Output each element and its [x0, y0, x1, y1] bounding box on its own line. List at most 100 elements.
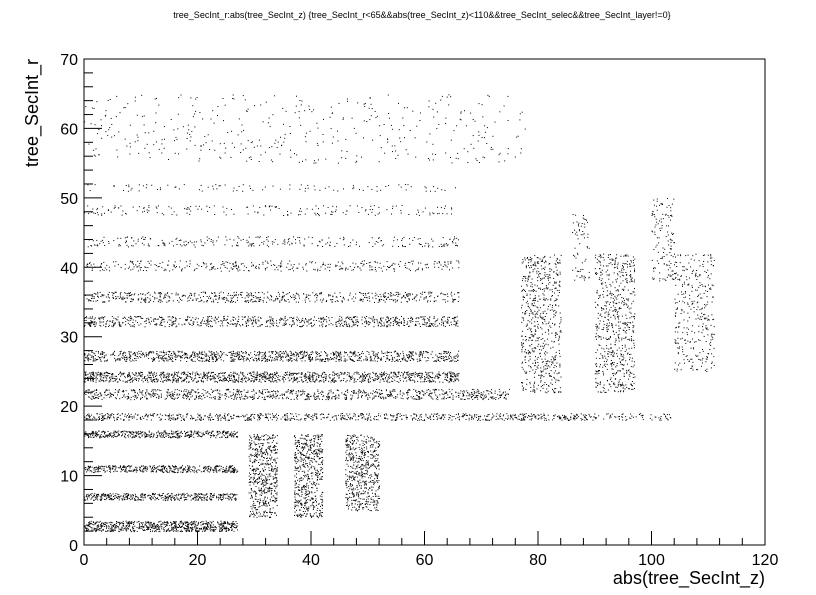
data-point — [144, 523, 146, 525]
data-point — [208, 393, 210, 395]
data-point — [383, 397, 385, 399]
data-point — [499, 394, 501, 396]
data-point — [152, 494, 154, 496]
data-point — [109, 392, 111, 394]
data-point — [149, 465, 151, 467]
data-point — [202, 389, 204, 391]
data-point — [474, 414, 476, 416]
data-point — [175, 436, 177, 438]
data-point — [237, 381, 239, 383]
data-point — [476, 392, 478, 394]
data-point — [179, 437, 181, 439]
data-point — [234, 468, 236, 470]
data-point — [246, 419, 248, 421]
data-point — [457, 395, 459, 396]
data-point — [165, 531, 167, 533]
data-point — [144, 524, 146, 526]
data-point — [367, 379, 369, 381]
data-point — [203, 374, 205, 376]
data-point — [184, 499, 185, 501]
data-point — [111, 378, 113, 380]
data-point — [195, 525, 197, 527]
data-point — [331, 374, 333, 376]
data-point — [250, 373, 252, 375]
data-point — [454, 374, 456, 376]
data-point — [437, 399, 439, 401]
data-point — [246, 414, 248, 416]
data-point — [314, 413, 316, 415]
data-point — [435, 388, 437, 390]
data-point — [152, 467, 153, 468]
data-point — [89, 524, 90, 526]
data-point — [260, 414, 262, 416]
data-point — [212, 529, 214, 531]
data-point — [104, 432, 106, 434]
data-point — [471, 393, 473, 395]
data-point — [361, 381, 362, 383]
data-point — [134, 468, 136, 470]
data-point — [564, 415, 566, 417]
data-point — [609, 417, 611, 419]
data-point — [200, 524, 202, 526]
data-point — [213, 471, 215, 473]
data-point — [123, 436, 125, 438]
data-point — [154, 381, 156, 383]
data-point — [110, 523, 112, 525]
data-point — [185, 374, 187, 376]
data-point — [107, 431, 109, 432]
data-point — [399, 391, 401, 393]
data-point — [171, 526, 173, 528]
data-point — [255, 377, 257, 378]
data-point — [193, 497, 195, 499]
data-point — [265, 414, 267, 416]
data-point — [103, 381, 105, 383]
data-point — [365, 378, 366, 379]
data-point — [149, 437, 151, 438]
data-point — [171, 417, 173, 419]
data-point — [260, 417, 261, 419]
data-point — [196, 419, 198, 421]
data-point — [262, 391, 263, 393]
data-point — [219, 529, 221, 531]
data-point — [94, 377, 96, 379]
data-point — [192, 523, 194, 525]
data-point — [191, 377, 193, 379]
data-point — [494, 390, 496, 392]
data-point — [153, 371, 155, 373]
data-point — [395, 419, 397, 421]
data-point — [356, 373, 358, 375]
data-point — [170, 498, 172, 500]
data-point — [228, 468, 230, 470]
data-point — [98, 418, 100, 419]
data-point — [203, 376, 205, 378]
data-point — [290, 417, 292, 419]
data-point — [453, 416, 455, 417]
data-point — [488, 393, 490, 395]
data-point — [394, 379, 396, 381]
data-point — [189, 430, 191, 432]
data-point — [186, 393, 188, 395]
data-point — [144, 431, 146, 433]
data-point — [152, 374, 154, 376]
data-point — [318, 377, 320, 378]
data-point — [361, 379, 363, 381]
data-point — [230, 376, 232, 378]
data-point — [117, 493, 119, 495]
data-point — [510, 414, 512, 416]
data-point — [177, 414, 179, 416]
data-point — [275, 380, 277, 382]
data-point — [108, 499, 110, 500]
data-point — [107, 434, 109, 436]
data-point — [506, 413, 508, 415]
data-point — [424, 420, 426, 421]
data-point — [169, 379, 171, 380]
data-point — [231, 522, 233, 524]
data-point — [84, 435, 86, 437]
data-point — [191, 524, 193, 526]
data-point — [184, 497, 186, 499]
data-point — [90, 393, 92, 395]
data-point — [283, 381, 285, 383]
data-point — [116, 419, 118, 421]
data-point — [157, 466, 159, 468]
data-point — [152, 497, 154, 499]
